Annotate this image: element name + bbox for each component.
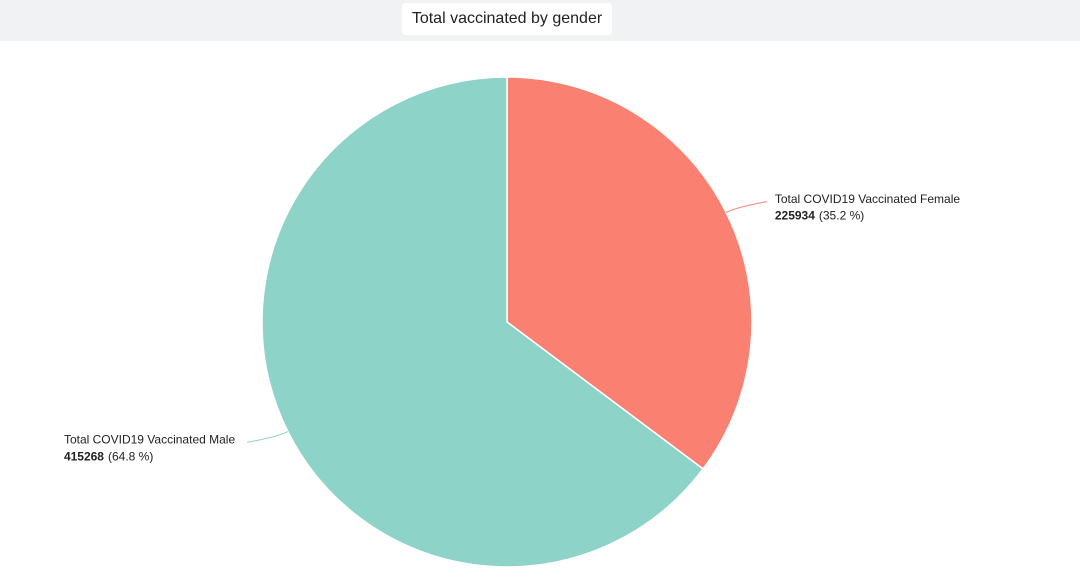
slice-label: Total COVID19 Vaccinated Female 225934 (35… [775,192,961,223]
chart-title: Total vaccinated by gender [412,10,603,27]
value: 225934 [775,209,815,223]
title-box [402,3,612,35]
category-label: Total COVID19 Vaccinated Male [64,433,236,447]
category-label: Total COVID19 Vaccinated Female [775,192,961,206]
value-label: 225934 (35.2 %) [775,209,864,223]
leader-line [725,201,767,213]
percent: (35.2 %) [819,209,864,223]
leader-line [247,431,289,443]
slice-label: Total COVID19 Vaccinated Male 415268 (64.8… [64,433,236,464]
value: 415268 [64,450,104,464]
pie-slice [261,76,705,568]
percent: (64.8 %) [108,450,153,464]
value-label: 415268 (64.8 %) [64,450,153,464]
